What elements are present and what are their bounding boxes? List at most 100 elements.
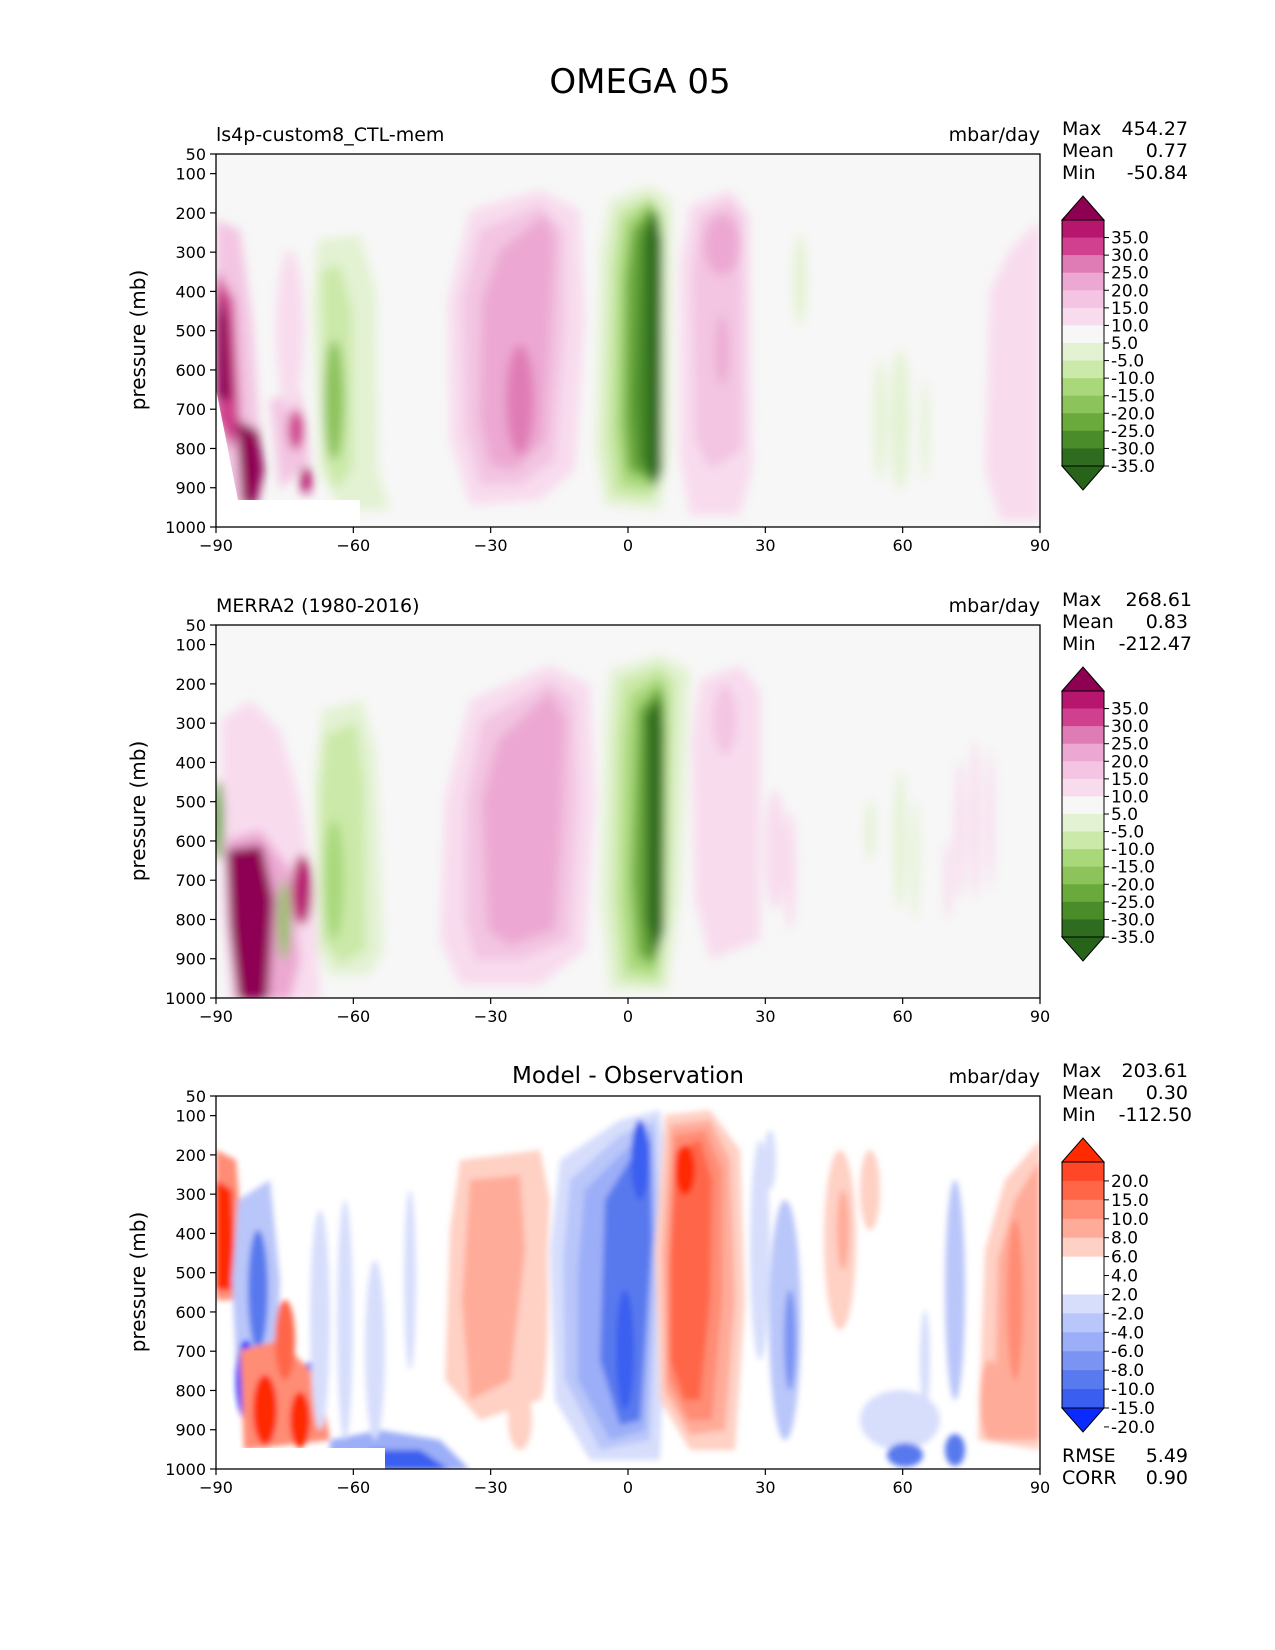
stat-max-label: Max xyxy=(1062,589,1101,611)
colorbar-label: 10.0 xyxy=(1111,316,1149,336)
x-axis: −90 −60 −30 0 30 60 90 xyxy=(199,527,1050,555)
y-tick-label: 400 xyxy=(175,1224,206,1243)
colorbar-label: 15.0 xyxy=(1111,299,1149,319)
colorbar-label: 20.0 xyxy=(1111,1172,1149,1192)
pos-region xyxy=(670,1140,712,1400)
colorbar-label: -10.0 xyxy=(1111,369,1155,389)
y-tick-label: 800 xyxy=(175,910,206,929)
colorbar-segment xyxy=(1062,708,1104,727)
y-tick-label: 900 xyxy=(175,479,206,498)
colorbar-label: -25.0 xyxy=(1111,422,1155,442)
colorbar-segment xyxy=(1062,778,1104,797)
stat-mean-label: Mean xyxy=(1062,611,1114,633)
y-axis-label: pressure (mb) xyxy=(126,270,150,411)
pos-region xyxy=(292,855,312,925)
x-tick-label: 0 xyxy=(623,1478,633,1497)
neg-region xyxy=(404,1190,416,1370)
colorbar-segment xyxy=(1062,866,1104,885)
y-tick-label: 700 xyxy=(175,1342,206,1361)
neg-region xyxy=(890,350,910,490)
stat-max-value: 203.61 xyxy=(1122,1060,1188,1082)
contour-field xyxy=(216,185,1040,527)
colorbar-label: -20.0 xyxy=(1111,1418,1155,1438)
colorbar-segment xyxy=(1062,901,1104,920)
stat-min-label: Min xyxy=(1062,162,1096,184)
y-tick-label: 300 xyxy=(175,1185,206,1204)
stat-min-value: -212.47 xyxy=(1119,633,1192,655)
neg-region xyxy=(646,695,664,960)
neg-region xyxy=(920,1310,930,1410)
neg-region xyxy=(278,880,290,960)
colorbar-label: 4.0 xyxy=(1111,1267,1138,1287)
colorbar-label: -15.0 xyxy=(1111,858,1155,878)
colorbar: 35.030.025.020.015.010.05.0-5.0-10.0-15.… xyxy=(1060,195,1155,491)
x-tick-label: 90 xyxy=(1030,1478,1050,1497)
pos-region xyxy=(253,1375,277,1445)
colorbar-segment xyxy=(1062,1162,1104,1182)
y-tick-label: 400 xyxy=(175,753,206,772)
stat-mean-value: 0.83 xyxy=(1146,611,1188,633)
x-tick-label: 30 xyxy=(755,536,775,555)
stat-min-label: Min xyxy=(1062,633,1096,655)
figure-title: OMEGA 05 xyxy=(549,62,730,102)
y-tick-label: 100 xyxy=(175,1107,206,1126)
neg-region xyxy=(911,800,919,920)
colorbar-segment xyxy=(1062,430,1104,449)
colorbar-extend-max xyxy=(1060,1137,1106,1163)
rmse-label: RMSE xyxy=(1062,1445,1116,1467)
colorbar-extend-max xyxy=(1060,666,1106,692)
x-tick-label: −60 xyxy=(336,1007,370,1026)
colorbar-segment xyxy=(1062,1180,1104,1201)
colorbar-extend-min xyxy=(1060,1407,1106,1433)
neg-region xyxy=(365,1260,385,1440)
colorbar-label: 5.0 xyxy=(1111,805,1138,825)
colorbar-label: -2.0 xyxy=(1111,1304,1144,1324)
colorbar-label: 15.0 xyxy=(1111,770,1149,790)
y-tick-label: 600 xyxy=(175,832,206,851)
colorbar-label: -35.0 xyxy=(1111,928,1155,948)
y-tick-label: 800 xyxy=(175,1381,206,1400)
colorbar-segment xyxy=(1062,395,1104,414)
pos-region xyxy=(236,420,264,505)
neg-region xyxy=(945,1180,965,1400)
stat-mean-value: 0.77 xyxy=(1146,140,1188,162)
stat-max-value: 454.27 xyxy=(1122,118,1188,140)
colorbar-label: -30.0 xyxy=(1111,439,1155,459)
neg-region xyxy=(600,1140,652,1425)
pos-region xyxy=(300,466,312,494)
colorbar-label: -25.0 xyxy=(1111,893,1155,913)
pos-region xyxy=(860,1150,880,1230)
neg-region xyxy=(887,1443,923,1467)
pos-region xyxy=(482,692,565,945)
colorbar-frame xyxy=(1061,1161,1105,1409)
pos-region xyxy=(216,1180,236,1290)
masked-area xyxy=(216,389,360,527)
x-tick-label: 0 xyxy=(623,1007,633,1026)
colorbar-segment xyxy=(1062,1275,1104,1295)
neg-region xyxy=(865,800,875,860)
pos-region xyxy=(226,845,274,998)
colorbar-extend-min xyxy=(1060,936,1106,962)
x-tick-label: −30 xyxy=(474,536,508,555)
pos-region xyxy=(462,1175,525,1400)
rmse-value: 5.49 xyxy=(1146,1445,1188,1467)
y-axis-label: pressure (mb) xyxy=(126,741,150,882)
colorbar-label: 15.0 xyxy=(1111,1191,1149,1211)
x-tick-label: 90 xyxy=(1030,1007,1050,1026)
colorbar-label: 30.0 xyxy=(1111,246,1149,266)
colorbar-segment xyxy=(1062,448,1104,467)
x-tick-label: 30 xyxy=(755,1007,775,1026)
colorbar-label: -15.0 xyxy=(1111,1399,1155,1419)
pos-region xyxy=(765,790,785,910)
contour-field xyxy=(216,655,994,998)
colorbar-label: -20.0 xyxy=(1111,875,1155,895)
colorbar-label: 8.0 xyxy=(1111,1229,1138,1249)
neg-region xyxy=(310,1210,330,1430)
pos-region xyxy=(275,1300,295,1380)
y-tick-label: 700 xyxy=(175,871,206,890)
pos-region xyxy=(704,215,740,275)
stat-min-label: Min xyxy=(1062,1104,1096,1126)
